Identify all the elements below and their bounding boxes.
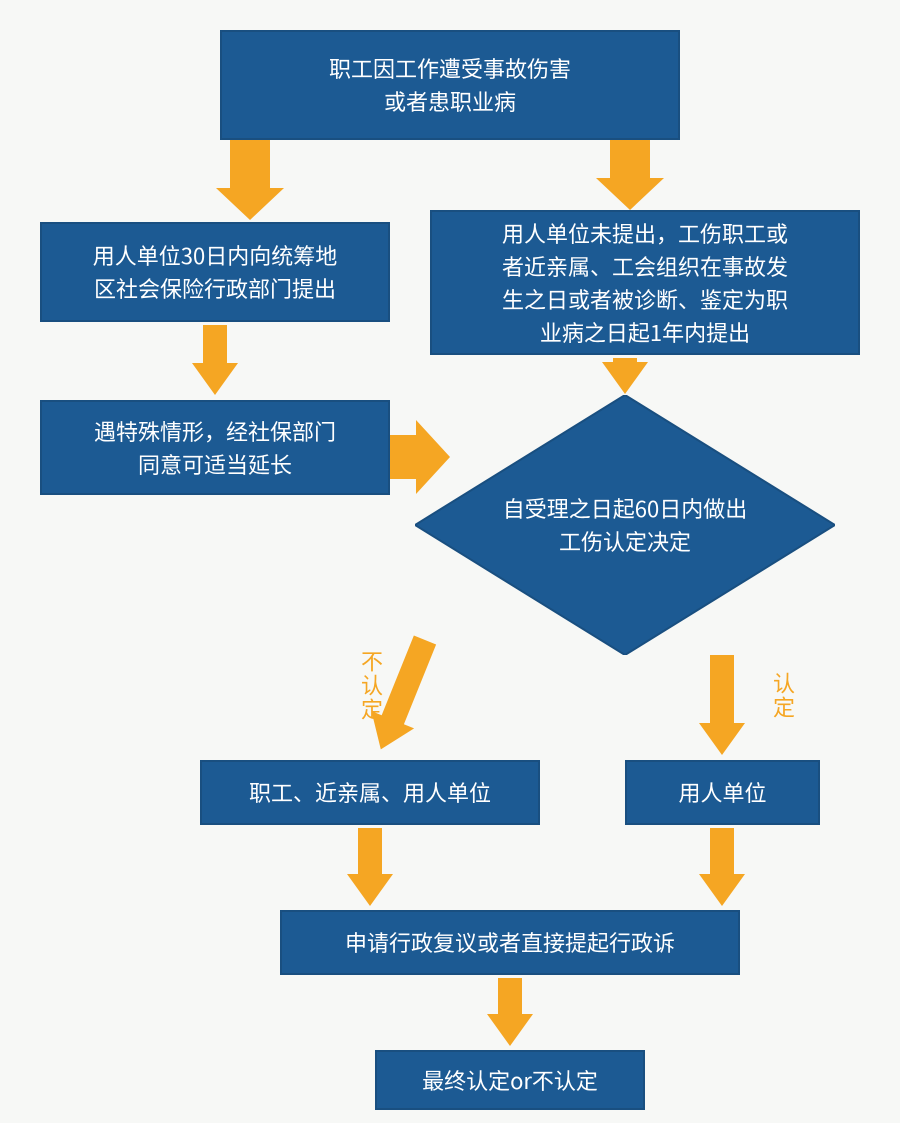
arrow — [390, 420, 450, 494]
arrow — [699, 828, 745, 906]
node-rec: 用人单位 — [625, 760, 820, 825]
node-left1: 用人单位30日内向统筹地 区社会保险行政部门提出 — [40, 222, 390, 322]
arrow — [192, 325, 238, 395]
edge-label: 认定 — [768, 672, 800, 720]
arrow — [216, 140, 284, 220]
node-decision-label: 自受理之日起60日内做出 工伤认定决定 — [503, 492, 747, 558]
arrow — [347, 828, 393, 906]
arrow — [596, 140, 664, 210]
arrow — [699, 655, 745, 755]
node-final: 最终认定or不认定 — [375, 1050, 645, 1110]
node-start: 职工因工作遭受事故伤害 或者患职业病 — [220, 30, 680, 140]
node-left2: 遇特殊情形，经社保部门 同意可适当延长 — [40, 400, 390, 495]
edge-label: 不认定 — [356, 650, 388, 722]
node-appeal: 申请行政复议或者直接提起行政诉 — [280, 910, 740, 975]
node-notrec: 职工、近亲属、用人单位 — [200, 760, 540, 825]
arrow — [487, 978, 533, 1046]
node-right1: 用人单位未提出，工伤职工或 者近亲属、工会组织在事故发 生之日或者被诊断、鉴定为… — [430, 210, 860, 355]
node-decision: 自受理之日起60日内做出 工伤认定决定 — [415, 395, 835, 655]
arrow — [602, 358, 648, 394]
